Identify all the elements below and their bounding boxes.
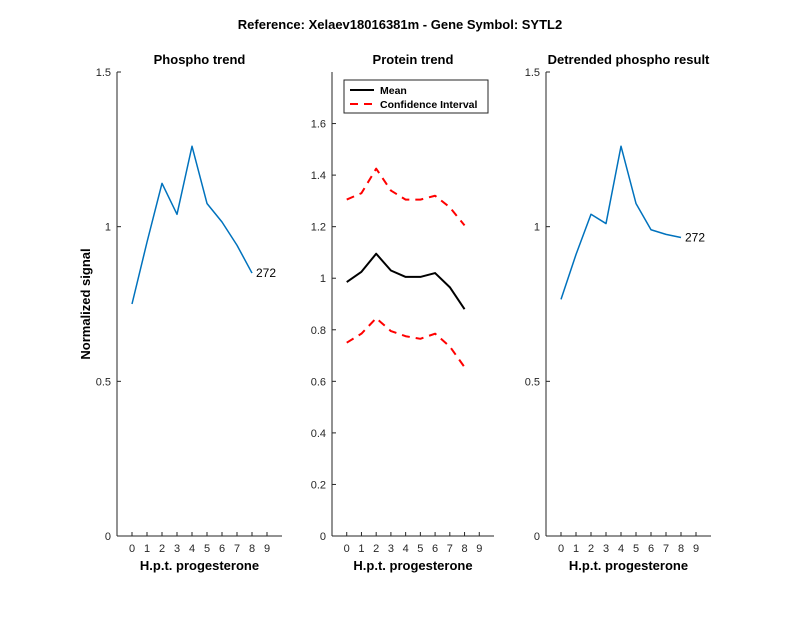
panel-title: Phospho trend [154, 52, 246, 67]
x-tick-label: 3 [388, 543, 394, 555]
x-tick-label: 2 [588, 543, 594, 555]
x-tick-label: 1 [144, 543, 150, 555]
y-tick-label: 0.8 [311, 325, 326, 337]
x-tick-label: 2 [159, 543, 165, 555]
y-tick-label: 1.4 [311, 170, 326, 182]
y-tick-label: 1 [105, 222, 111, 234]
x-tick-label: 6 [432, 543, 438, 555]
x-tick-label: 8 [249, 543, 255, 555]
x-tick-label: 7 [234, 543, 240, 555]
x-tick-label: 0 [129, 543, 135, 555]
y-tick-label: 1 [534, 222, 540, 234]
series-line-mean [346, 252, 466, 310]
x-tick-label: 4 [618, 543, 624, 555]
y-tick-label: 0.2 [311, 479, 326, 491]
x-tick-label: 1 [573, 543, 579, 555]
legend-box [343, 79, 489, 114]
x-tick-label: 7 [447, 543, 453, 555]
x-axis-label: H.p.t. progesterone [353, 558, 472, 573]
x-tick-label: 5 [204, 543, 210, 555]
series-line-phospho [560, 145, 682, 300]
y-tick-label: 1.2 [311, 222, 326, 234]
x-tick-label: 9 [476, 543, 482, 555]
x-tick-label: 5 [417, 543, 423, 555]
panel-title: Protein trend [373, 52, 454, 67]
x-tick-label: 4 [189, 543, 195, 555]
x-tick-label: 8 [461, 543, 467, 555]
y-tick-label: 0.5 [525, 376, 540, 388]
x-tick-label: 9 [693, 543, 699, 555]
x-tick-label: 5 [633, 543, 639, 555]
x-tick-label: 0 [344, 543, 350, 555]
y-tick-label: 0.6 [311, 376, 326, 388]
figure-title: Reference: Xelaev18016381m - Gene Symbol… [238, 17, 562, 32]
y-tick-label: 0 [105, 531, 111, 543]
series-line-confidence-interval [346, 317, 466, 368]
x-axis-label: H.p.t. progesterone [140, 558, 259, 573]
y-tick-label: 1.5 [525, 67, 540, 79]
x-tick-label: 0 [558, 543, 564, 555]
y-tick-label: 1 [320, 273, 326, 285]
series-line-confidence-interval [346, 167, 466, 227]
y-tick-label: 1.6 [311, 119, 326, 131]
x-tick-label: 3 [603, 543, 609, 555]
x-tick-label: 7 [663, 543, 669, 555]
x-tick-label: 2 [373, 543, 379, 555]
x-tick-label: 8 [678, 543, 684, 555]
panel-protein-trend: 00.20.40.60.811.21.41.60 1 2 3 4 5 6 7 8 9Protein… [311, 52, 494, 573]
x-axis-label: H.p.t. progesterone [569, 558, 688, 573]
y-tick-label: 1.5 [96, 67, 111, 79]
y-tick-label: 0 [320, 531, 326, 543]
x-tick-label: 9 [264, 543, 270, 555]
x-tick-label: 6 [219, 543, 225, 555]
legend-entry-mean: Mean [380, 85, 407, 97]
series-end-label: 272 [685, 230, 705, 244]
y-axis-label: Normalized signal [78, 248, 93, 359]
legend-entry-ci: Confidence Interval [380, 99, 478, 111]
y-tick-label: 0.4 [311, 428, 326, 440]
series-end-label: 272 [256, 266, 276, 280]
x-tick-label: 4 [403, 543, 409, 555]
y-tick-label: 0 [534, 531, 540, 543]
y-tick-label: 0.5 [96, 376, 111, 388]
x-tick-label: 3 [174, 543, 180, 555]
x-tick-label: 6 [648, 543, 654, 555]
panel-title: Detrended phospho result [548, 52, 710, 67]
x-tick-label: 1 [358, 543, 364, 555]
series-line-phospho [131, 145, 253, 305]
